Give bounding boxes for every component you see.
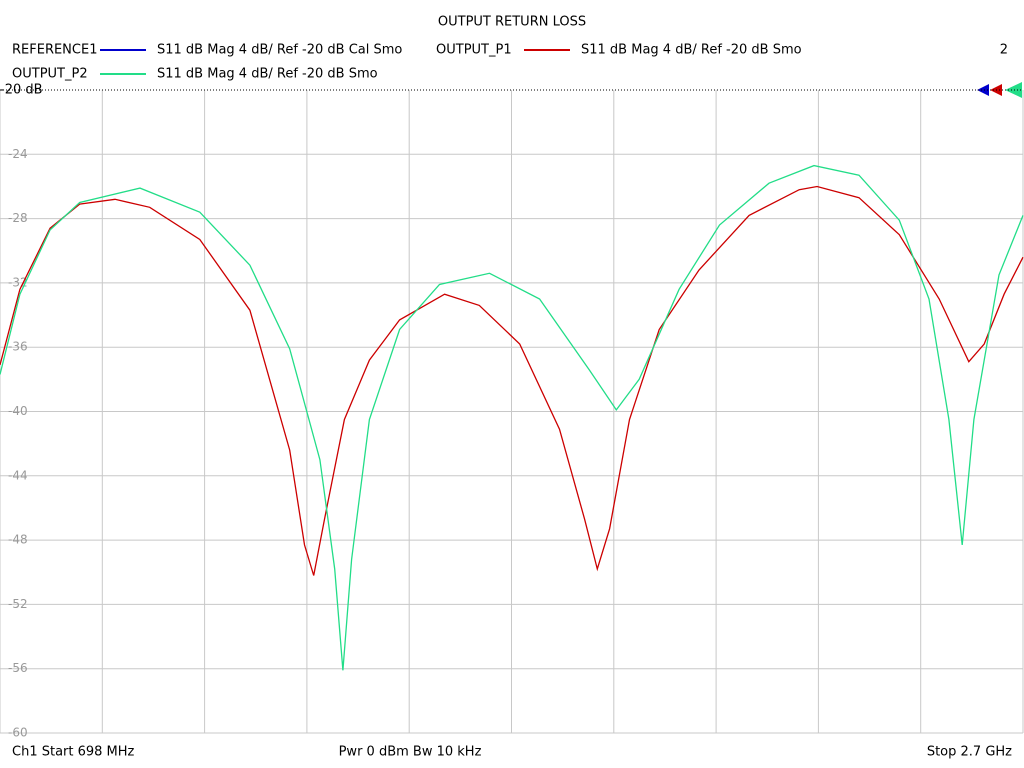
y-tick-label: -24 xyxy=(8,147,28,161)
trace-line xyxy=(0,164,1024,671)
y-tick-label: -52 xyxy=(8,597,28,611)
grid xyxy=(0,89,1024,734)
y-tick-label: -48 xyxy=(8,533,28,547)
y-tick-label: -40 xyxy=(8,404,28,418)
y-tick-label: -44 xyxy=(8,468,28,482)
trace-line xyxy=(0,185,1024,576)
ref-marker xyxy=(977,84,989,96)
legend-description: S11 dB Mag 4 dB/ Ref -20 dB Cal Smo xyxy=(157,43,402,58)
y-tick-label: -28 xyxy=(8,211,28,225)
legend-name: OUTPUT_P2 xyxy=(12,67,88,82)
footer-power: Pwr 0 dBm Bw 10 kHz xyxy=(339,745,482,760)
y-tick-label: -56 xyxy=(8,661,28,675)
legend-name: REFERENCE1 xyxy=(12,43,97,58)
footer-start: Ch1 Start 698 MHz xyxy=(12,745,135,760)
y-tick-label: -60 xyxy=(8,726,28,740)
ref-marker xyxy=(1005,82,1022,98)
y-tick-label: -32 xyxy=(8,275,28,289)
legend-name: OUTPUT_P1 xyxy=(436,43,512,58)
footer-stop: Stop 2.7 GHz xyxy=(927,745,1012,760)
chart-title: OUTPUT RETURN LOSS xyxy=(438,15,586,30)
y-tick-label: -20 dB xyxy=(0,83,43,98)
page-number: 2 xyxy=(1000,43,1008,58)
legend-description: S11 dB Mag 4 dB/ Ref -20 dB Smo xyxy=(157,67,378,82)
y-tick-label: -36 xyxy=(8,340,28,354)
legend-description: S11 dB Mag 4 dB/ Ref -20 dB Smo xyxy=(581,43,802,58)
